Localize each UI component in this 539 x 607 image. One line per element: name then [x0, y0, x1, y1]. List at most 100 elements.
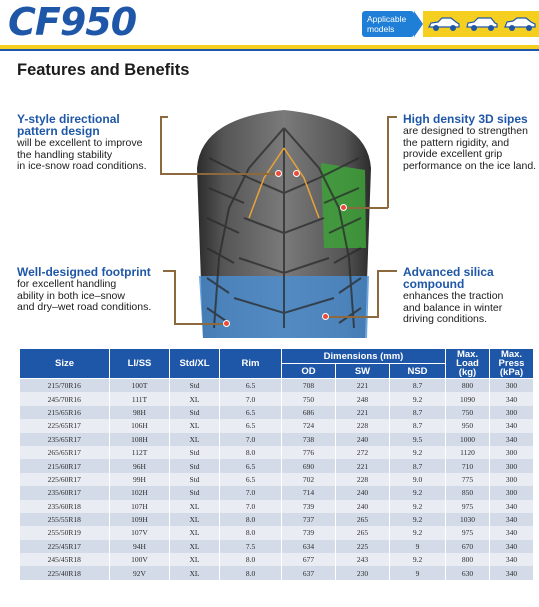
cell-max-load: 975: [445, 499, 490, 513]
cell-sw: 221: [335, 405, 390, 420]
cell-sw: 240: [335, 432, 390, 446]
cell-li-ss: 111T: [109, 392, 170, 406]
cell-max-press: 340: [489, 553, 534, 567]
feature-title: Advanced silica: [403, 265, 494, 279]
cell-std-xl: XL: [169, 566, 220, 580]
cell-rim: 7.5: [219, 539, 282, 554]
cell-li-ss: 92V: [109, 566, 170, 580]
cell-max-press: 340: [489, 392, 534, 406]
cell-rim: 6.5: [219, 459, 282, 473]
connector-line: [377, 270, 379, 317]
cell-rim: 8.0: [219, 445, 282, 460]
col-header-rim: Rim: [219, 348, 282, 379]
feature-footprint: Well-designed footprint for excellent ha…: [17, 266, 177, 314]
col-header-max-press: Max. Press (kPa): [489, 348, 534, 379]
feature-body-line: ability in both ice–snow: [17, 289, 125, 302]
cell-od: 714: [281, 486, 336, 500]
badge-arrow: [414, 11, 423, 37]
cell-sw: 248: [335, 392, 390, 406]
cell-max-load: 750: [445, 405, 490, 420]
specs-table: Size LI/SS Std/XL Rim Dimensions (mm) Ma…: [19, 348, 534, 580]
cell-nsd: 9: [389, 539, 446, 554]
connector-line: [344, 207, 388, 209]
applicable-models-badge: Applicable models: [362, 11, 414, 37]
connector-line: [325, 316, 379, 318]
cell-od: 677: [281, 553, 336, 567]
cell-sw: 240: [335, 486, 390, 500]
col-header-std-xl: Std/XL: [169, 348, 220, 379]
header: CF950 Applicable models: [0, 0, 539, 52]
cell-std-xl: XL: [169, 512, 220, 527]
cell-max-press: 340: [489, 526, 534, 540]
cell-max-press: 340: [489, 566, 534, 580]
cell-std-xl: Std: [169, 378, 220, 393]
cell-sw: 230: [335, 566, 390, 580]
cell-std-xl: XL: [169, 419, 220, 433]
cell-std-xl: XL: [169, 499, 220, 513]
cell-size: 225/45R17: [19, 539, 110, 554]
cell-li-ss: 102H: [109, 486, 170, 500]
feature-title: Well-designed footprint: [17, 265, 151, 279]
cell-size: 215/60R17: [19, 459, 110, 473]
feature-body-line: for excellent handling: [17, 278, 117, 290]
feature-silica: Advanced silica compound enhances the tr…: [403, 266, 539, 326]
feature-body-line: enhances the traction: [403, 290, 504, 302]
cell-od: 739: [281, 526, 336, 540]
header-line: Max.: [500, 349, 523, 360]
cell-sw: 272: [335, 445, 390, 460]
table-row: 265/65R17 112T Std 8.0 776 272 9.2 1120 300: [19, 445, 534, 460]
feature-body-line: performance on the ice land.: [403, 159, 537, 172]
cell-rim: 7.0: [219, 432, 282, 446]
cell-size: 245/45R18: [19, 553, 110, 567]
cell-nsd: 8.7: [389, 378, 446, 393]
cell-max-load: 630: [445, 566, 490, 580]
cell-li-ss: 100T: [109, 378, 170, 393]
cell-li-ss: 96H: [109, 459, 170, 473]
cell-max-press: 340: [489, 512, 534, 527]
cell-size: 225/60R17: [19, 472, 110, 487]
connector-line: [160, 173, 278, 175]
cell-nsd: 8.7: [389, 419, 446, 433]
table-row: 215/70R16 100T Std 6.5 708 221 8.7 800 300: [19, 378, 534, 393]
cell-rim: 7.0: [219, 486, 282, 500]
table-row: 215/60R17 96H Std 6.5 690 221 8.7 710 300: [19, 459, 534, 473]
connector-line: [387, 116, 397, 118]
cell-size: 235/60R17: [19, 486, 110, 500]
cell-nsd: 9.2: [389, 445, 446, 460]
table-row: 225/45R17 94H XL 7.5 634 225 9 670 340: [19, 539, 534, 554]
cell-rim: 8.0: [219, 566, 282, 580]
connector-line: [174, 270, 176, 324]
col-header-size: Size: [19, 348, 110, 379]
cell-nsd: 9.2: [389, 392, 446, 406]
feature-body-line: the handling stability: [17, 148, 113, 161]
cell-li-ss: 107V: [109, 526, 170, 540]
table-row: 215/65R16 98H Std 6.5 686 221 8.7 750 300: [19, 405, 534, 420]
cell-max-press: 300: [489, 459, 534, 473]
cell-std-xl: Std: [169, 459, 220, 473]
table-header-row: Size LI/SS Std/XL Rim Dimensions (mm) Ma…: [19, 348, 534, 379]
header-blue-stripe: [0, 49, 539, 51]
marker-dot: [293, 170, 300, 177]
cell-sw: 221: [335, 459, 390, 473]
cell-od: 776: [281, 445, 336, 460]
cell-li-ss: 107H: [109, 499, 170, 513]
feature-body-line: will be excellent to improve: [17, 137, 143, 149]
cell-max-press: 300: [489, 486, 534, 500]
cell-od: 739: [281, 499, 336, 513]
cell-li-ss: 99H: [109, 472, 170, 487]
table-row: 235/60R18 107H XL 7.0 739 240 9.2 975 340: [19, 499, 534, 513]
cell-size: 215/65R16: [19, 405, 110, 420]
marker-dot: [340, 204, 347, 211]
cell-max-load: 775: [445, 472, 490, 487]
cell-od: 686: [281, 405, 336, 420]
cell-nsd: 9.0: [389, 472, 446, 487]
cell-max-load: 950: [445, 419, 490, 433]
connector-line: [174, 323, 226, 325]
feature-body-line: and dry–wet road conditions.: [17, 301, 152, 313]
cell-od: 738: [281, 432, 336, 446]
cell-li-ss: 106H: [109, 419, 170, 433]
cell-sw: 265: [335, 526, 390, 540]
cell-std-xl: Std: [169, 472, 220, 487]
col-header-nsd: NSD: [389, 363, 446, 379]
marker-dot: [223, 320, 230, 327]
